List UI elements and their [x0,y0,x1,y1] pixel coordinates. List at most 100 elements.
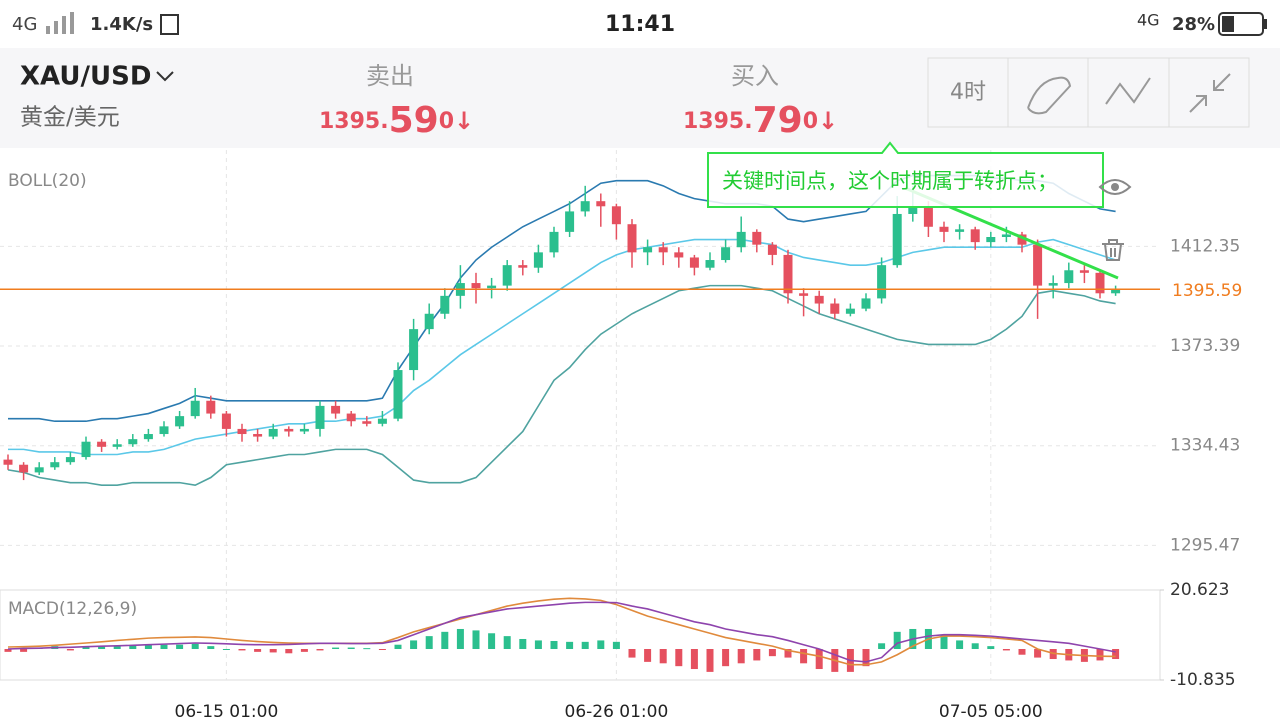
macd-bar [20,649,28,652]
macd-bar [612,641,620,650]
macd-bar [488,633,496,650]
indicator-label: BOLL(20) [8,171,87,191]
candle-body [34,467,44,473]
candle-body [1017,234,1027,245]
macd-bar [706,649,714,672]
candle-body [284,428,294,432]
macd-bar [800,649,808,664]
candle-body [424,313,434,330]
macd-bar [456,628,464,650]
macd-bar [410,640,418,650]
price-main: 59 [389,100,439,141]
macd-bar [768,649,776,657]
macd-bar [1112,649,1120,660]
candle-body [393,370,403,419]
macd-bar [987,646,995,650]
candle-body [611,206,621,225]
price-main: 79 [753,100,803,141]
candle-body [65,457,75,463]
candle-body [533,252,543,268]
macd-label: MACD(12,26,9) [8,599,137,619]
macd-bar [659,649,667,664]
battery-icon [1218,12,1267,36]
candle-body [799,293,809,296]
candle-body [736,231,746,248]
candle-body [689,257,699,268]
symbol[interactable]: XAU/USD [20,62,151,92]
buy-label: 买入 [731,62,779,90]
candle-body [268,428,278,437]
eye-icon[interactable] [1098,179,1132,195]
macd-bar [394,644,402,650]
sell-label: 卖出 [366,62,414,90]
fullscreen-button[interactable] [1189,73,1231,113]
macd-bar [581,641,589,650]
macd-bar [519,638,527,650]
draw-button[interactable] [1027,76,1072,115]
candle-body [1079,270,1089,273]
symbol-chevron[interactable] [156,71,174,82]
candle-body [315,405,325,429]
symbol-name: 黄金/美元 [20,105,120,131]
macd-bar [472,630,480,650]
y-tick-label: 1295.47 [1170,535,1240,555]
macd-bar [503,636,511,650]
macd-bar [862,649,870,667]
candle-body [362,421,372,424]
macd-bar [332,647,340,650]
period-button[interactable]: 4时 [950,80,986,105]
macd-bar [628,649,636,658]
s-icon [160,14,179,35]
macd-bar [893,631,901,650]
delete-icon[interactable] [1102,239,1124,261]
macd-bar [441,631,449,650]
price-arrow: ↓ [454,107,474,135]
buy-price[interactable]: 1395.790↓ [683,100,838,141]
candle-body [19,464,29,473]
candle-body [409,329,419,371]
candle-body [1001,234,1011,237]
macd-bar [254,649,262,652]
price-arrow: ↓ [818,107,838,135]
candle-body [377,418,387,424]
signal-icon [46,12,74,34]
macd-bar [98,646,106,650]
macd-bar [690,649,698,670]
macd-bar [269,649,277,653]
candle-body [580,201,590,212]
candle-body [596,201,606,207]
macd-bar [597,640,605,650]
indicator-button[interactable] [1105,77,1151,105]
candle-body [986,237,996,243]
sell-price[interactable]: 1395.590↓ [319,100,474,141]
macd-bar [300,649,308,652]
macd-bar [316,649,324,651]
candle-body [1033,244,1043,286]
candle-body [487,285,497,289]
candle-body [549,231,559,253]
macd-bar [222,649,230,651]
macd-bar [644,649,652,662]
macd-bar [378,649,386,651]
macd-bar [191,643,199,650]
candle-body [518,265,528,268]
annotation-box [707,141,1104,208]
candle-body [112,444,122,447]
macd-bar [878,643,886,650]
candle-body [237,428,247,435]
candle-body [783,254,793,294]
candle-body [752,231,762,245]
macd-bar [566,641,574,650]
macd-bar [722,649,730,667]
candle-body [955,229,965,232]
network2: 4G [1137,11,1160,30]
candle-body [1095,272,1105,294]
macd-bar [207,646,215,650]
macd-bar [753,649,761,661]
x-tick-label: 07-05 05:00 [939,702,1043,720]
candle-body [908,206,918,214]
candle-body [206,400,216,414]
candle-body [939,226,949,232]
price-prefix: 1395. [683,109,753,134]
